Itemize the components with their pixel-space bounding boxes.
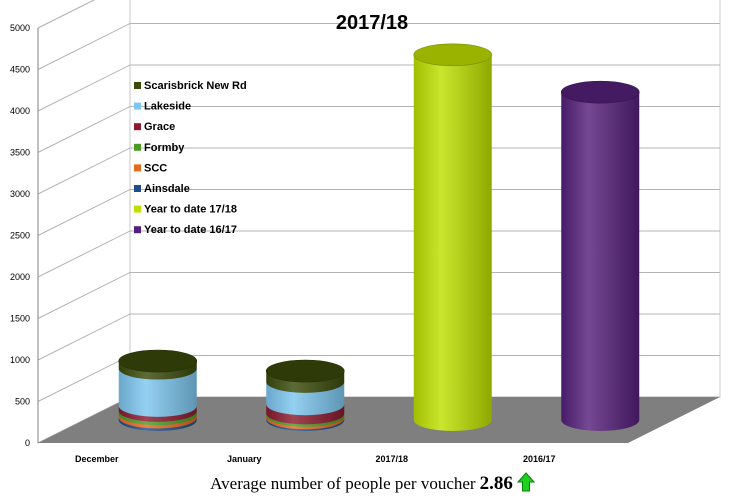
legend-item: Scarisbrick New Rd	[134, 80, 247, 92]
arrow-up-icon	[516, 472, 535, 492]
bar-top	[118, 349, 198, 373]
side-wall	[37, 0, 131, 444]
footer-label: Average number of people per voucher	[210, 474, 476, 493]
bar-segment	[413, 54, 492, 432]
chart-title: 2017/18	[336, 12, 408, 34]
y-tick-label: 500	[15, 397, 30, 407]
y-tick-label: 2000	[10, 272, 30, 282]
gridline	[37, 230, 720, 278]
y-tick-label: 5000	[10, 23, 30, 33]
gridline	[37, 0, 96, 29]
y-tick-label: 1500	[10, 314, 30, 324]
footer-value: 2.86	[479, 473, 513, 494]
legend-label: Formby	[144, 142, 185, 154]
gridline	[37, 147, 720, 195]
legend-swatch	[134, 226, 141, 234]
legend-label: SCC	[144, 162, 167, 174]
gridline	[37, 64, 720, 112]
legend-label: Lakeside	[144, 101, 191, 113]
bar-chart: 0 500 1000 1500 2000 2500 3000 3500 4000 4500 5000…	[10, 0, 721, 464]
x-tick-label: 2016/17	[523, 454, 556, 464]
bar-stack-2	[265, 359, 345, 432]
legend-label: Year to date 16/17	[144, 224, 237, 236]
gridline	[37, 189, 720, 236]
bar-segment	[118, 368, 197, 417]
legend-swatch	[134, 185, 141, 192]
legend-item: Grace	[134, 121, 175, 133]
legend-label: Ainsdale	[144, 183, 190, 195]
floor	[38, 397, 720, 443]
bar-top	[560, 80, 640, 104]
y-tick-label: 0	[25, 438, 30, 448]
x-tick-label: 2017/18	[375, 454, 408, 464]
legend-item: Year to date 17/18	[134, 204, 237, 216]
legend-swatch	[134, 82, 141, 89]
gridline	[37, 272, 720, 319]
y-tick-label: 4500	[10, 65, 30, 75]
legend-item: Year to date 16/17	[134, 224, 237, 236]
bar-stack-3	[413, 43, 493, 432]
legend-label: Scarisbrick New Rd	[144, 80, 247, 92]
x-tick-label: January	[227, 454, 262, 464]
y-tick-label: 3000	[10, 189, 30, 199]
bar-top	[413, 43, 493, 67]
y-axis: 0 500 1000 1500 2000 2500 3000 3500 4000 4500 5000	[10, 23, 39, 448]
x-tick-label: December	[75, 454, 119, 464]
y-tick-label: 4000	[10, 106, 30, 116]
legend-item: Formby	[134, 142, 185, 154]
legend-item: Lakeside	[134, 101, 191, 113]
bar-segment	[561, 92, 640, 432]
gridline	[37, 313, 720, 361]
legend: Scarisbrick New Rd Lakeside Grace Formby SCC…	[134, 80, 247, 236]
legend-swatch	[134, 123, 141, 131]
bars	[118, 43, 640, 432]
legend-swatch	[134, 102, 141, 110]
legend-item: Ainsdale	[134, 183, 190, 195]
legend-label: Year to date 17/18	[144, 204, 237, 216]
legend-item: SCC	[134, 162, 167, 174]
legend-swatch	[134, 205, 141, 213]
gridline	[37, 106, 720, 153]
footer-average: Average number of people per voucher 2.86	[0, 472, 745, 495]
y-tick-label: 1000	[10, 355, 30, 365]
y-tick-label: 2500	[10, 231, 30, 241]
legend-label: Grace	[144, 121, 175, 133]
bar-stack-1	[118, 349, 198, 432]
gridline	[37, 23, 720, 70]
legend-swatch	[134, 164, 141, 172]
legend-swatch	[134, 143, 141, 151]
y-tick-label: 3500	[10, 148, 30, 158]
x-axis: December January 2017/18 2016/17	[75, 454, 556, 464]
bar-stack-4	[560, 80, 640, 432]
bar-top	[265, 359, 345, 383]
